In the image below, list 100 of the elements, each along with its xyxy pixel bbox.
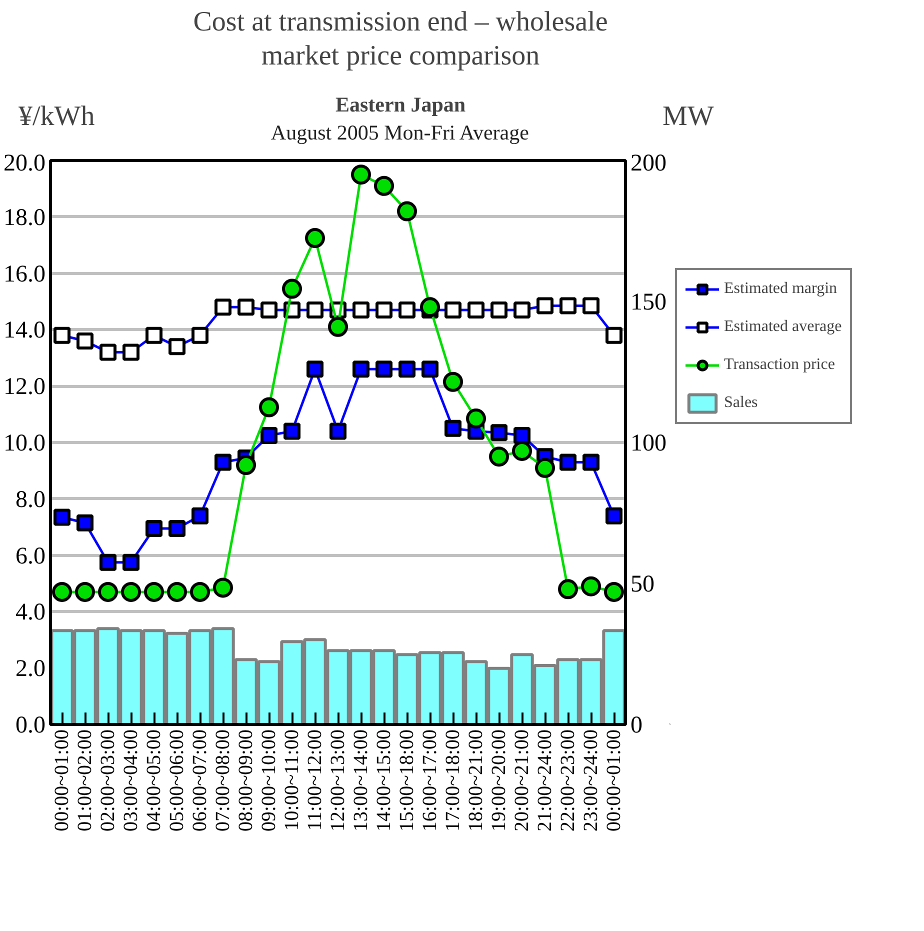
x-tick-label: 00:00~01:00 — [51, 729, 73, 832]
legend-label: Sales — [724, 394, 758, 412]
point — [466, 408, 486, 429]
point — [52, 582, 72, 602]
chart-title: Cost at transmission end – wholesale market price comparison — [193, 6, 608, 72]
point — [168, 338, 186, 356]
point — [489, 446, 509, 467]
x-tick-label: 14:00~15:00 — [373, 729, 395, 832]
point — [376, 360, 392, 378]
x-tick-label: 12:00~13:00 — [327, 729, 349, 832]
y-tick-label: 6.0 — [16, 543, 46, 570]
point — [306, 360, 324, 378]
y-tick-label: 2.0 — [16, 656, 46, 682]
x-tick-label: 20:00~21:00 — [511, 729, 533, 832]
point — [604, 582, 624, 602]
point — [168, 520, 186, 538]
x-tick-label: 17:00~18:00 — [442, 729, 464, 832]
point — [305, 228, 325, 248]
point — [582, 297, 600, 314]
point — [490, 424, 508, 442]
point — [352, 360, 370, 378]
point — [238, 298, 254, 316]
point — [100, 554, 116, 571]
y2-tick-label: 150 — [630, 290, 666, 316]
y-tick-label: 8.0 — [16, 486, 46, 513]
point — [214, 298, 232, 316]
y2-tick-label: 200 — [630, 150, 666, 176]
point — [214, 454, 232, 471]
point — [146, 326, 162, 344]
point — [398, 360, 416, 378]
point — [351, 164, 371, 185]
point — [420, 297, 440, 318]
point — [397, 201, 417, 222]
x-tick-label: 19:00~20:00 — [488, 729, 510, 832]
point — [514, 426, 530, 444]
x-tick-label: 23:00~24:00 — [580, 729, 602, 832]
point — [76, 514, 94, 532]
point — [260, 301, 278, 318]
point — [122, 344, 140, 361]
y-tick-label: 20.0 — [4, 150, 46, 176]
point — [422, 360, 438, 378]
legend-label: Estimated average — [724, 318, 842, 336]
point — [213, 578, 233, 598]
point — [190, 582, 210, 602]
point — [330, 422, 346, 440]
legend-label: Transaction price — [724, 356, 835, 374]
y2-tick-label: 100 — [630, 430, 666, 456]
point — [535, 458, 555, 478]
point — [606, 326, 622, 344]
point — [560, 454, 576, 471]
x-tick-label: 03:00~04:00 — [120, 729, 142, 832]
x-tick-label: 11:00~12:00 — [304, 729, 326, 831]
point — [76, 332, 94, 350]
y-tick-label: 10.0 — [4, 430, 46, 456]
point — [444, 301, 462, 318]
x-tick-label: 06:00~07:00 — [189, 729, 211, 832]
point — [192, 326, 208, 344]
point — [490, 301, 508, 318]
y-tick-label: 4.0 — [16, 600, 46, 626]
x-tick-label: 01:00~02:00 — [74, 729, 96, 832]
point — [306, 301, 324, 318]
point — [144, 582, 164, 602]
y-tick-label: 0.0 — [16, 712, 46, 738]
point — [282, 278, 302, 299]
point — [444, 420, 462, 437]
y-tick-label: 16.0 — [4, 261, 46, 288]
y-tick-label: 12.0 — [4, 374, 46, 400]
point — [236, 455, 256, 476]
x-tick-label: 00:00~01:00 — [603, 729, 625, 832]
x-tick-label: 22:00~23:00 — [557, 729, 579, 832]
x-tick-label: 05:00~06:00 — [166, 729, 188, 832]
y2-axis-title: MW — [662, 101, 714, 132]
y-axis-title: ¥/kWh — [18, 101, 95, 132]
point — [514, 301, 530, 318]
point — [536, 297, 554, 314]
y-tick-label: 14.0 — [4, 318, 46, 344]
y2-tick-label: 0 — [630, 712, 642, 738]
x-tick-label: 21:00~24:00 — [534, 729, 556, 832]
x-tick-label: 16:00~17:00 — [419, 729, 441, 832]
x-tick-label: 04:00~05:00 — [143, 729, 165, 832]
x-tick-label: 18:00~21:00 — [465, 729, 487, 832]
point — [443, 372, 463, 392]
point — [558, 579, 578, 600]
point — [581, 576, 601, 596]
x-tick-label: 07:00~08:00 — [212, 729, 234, 832]
y2-tick-label: 50 — [630, 572, 654, 598]
point — [582, 454, 600, 471]
point — [259, 397, 279, 418]
x-tick-label: 10:00~11:00 — [281, 729, 303, 831]
point — [167, 582, 187, 602]
point — [98, 582, 118, 602]
y-tick-label: 18.0 — [4, 204, 46, 231]
point — [146, 520, 162, 538]
point — [54, 508, 70, 526]
point — [122, 554, 140, 571]
point — [398, 301, 416, 318]
point — [260, 426, 278, 444]
point — [468, 301, 484, 318]
point — [100, 344, 116, 361]
point — [352, 301, 370, 318]
